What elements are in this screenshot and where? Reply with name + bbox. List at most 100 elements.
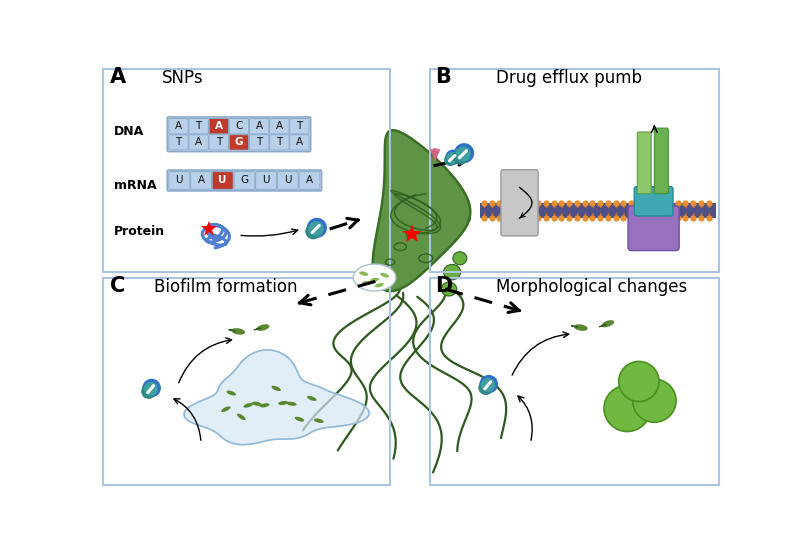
Bar — [103, 278, 390, 484]
Ellipse shape — [141, 384, 156, 399]
Ellipse shape — [445, 150, 461, 165]
Text: U: U — [262, 175, 269, 185]
Ellipse shape — [452, 149, 468, 164]
Ellipse shape — [286, 402, 297, 406]
Ellipse shape — [271, 386, 281, 391]
Ellipse shape — [441, 282, 457, 296]
Text: A: A — [110, 67, 126, 87]
FancyBboxPatch shape — [189, 118, 209, 134]
Text: T: T — [256, 138, 262, 147]
Text: T: T — [276, 138, 282, 147]
Ellipse shape — [478, 380, 493, 395]
FancyBboxPatch shape — [501, 170, 538, 236]
Text: U: U — [218, 175, 227, 185]
Text: Morphological changes: Morphological changes — [496, 278, 687, 296]
Ellipse shape — [260, 403, 269, 408]
FancyBboxPatch shape — [209, 118, 229, 134]
FancyBboxPatch shape — [169, 135, 188, 150]
Ellipse shape — [602, 320, 614, 327]
FancyBboxPatch shape — [290, 118, 309, 134]
FancyBboxPatch shape — [213, 172, 233, 190]
Polygon shape — [373, 130, 470, 291]
Text: B: B — [435, 67, 451, 87]
FancyBboxPatch shape — [277, 172, 298, 190]
Text: G: G — [241, 175, 249, 185]
Ellipse shape — [226, 391, 236, 396]
Ellipse shape — [359, 271, 368, 276]
Text: Drug efflux pumb: Drug efflux pumb — [496, 68, 642, 87]
FancyBboxPatch shape — [256, 172, 277, 190]
Ellipse shape — [231, 328, 245, 335]
FancyBboxPatch shape — [189, 135, 209, 150]
Bar — [480, 203, 716, 218]
Ellipse shape — [454, 143, 474, 163]
Ellipse shape — [480, 375, 498, 393]
Ellipse shape — [618, 362, 659, 402]
FancyBboxPatch shape — [229, 118, 249, 134]
FancyBboxPatch shape — [234, 172, 255, 190]
Text: T: T — [296, 121, 302, 131]
FancyBboxPatch shape — [269, 118, 289, 134]
Text: DNA: DNA — [114, 125, 144, 138]
Text: C: C — [235, 121, 243, 131]
Ellipse shape — [444, 265, 460, 280]
Ellipse shape — [375, 283, 384, 287]
Text: A: A — [215, 121, 223, 131]
FancyBboxPatch shape — [299, 172, 320, 190]
Text: U: U — [176, 175, 183, 185]
FancyBboxPatch shape — [249, 135, 269, 150]
Bar — [430, 69, 719, 272]
FancyBboxPatch shape — [290, 135, 309, 150]
FancyBboxPatch shape — [191, 172, 212, 190]
Ellipse shape — [363, 281, 371, 285]
Polygon shape — [184, 350, 369, 444]
Ellipse shape — [307, 396, 317, 401]
Text: Biofilm formation: Biofilm formation — [155, 278, 298, 296]
Text: A: A — [256, 121, 263, 131]
FancyBboxPatch shape — [269, 135, 289, 150]
Bar — [103, 69, 390, 272]
FancyBboxPatch shape — [168, 170, 322, 191]
Text: T: T — [176, 138, 181, 147]
Ellipse shape — [604, 385, 650, 431]
Ellipse shape — [453, 252, 467, 265]
FancyBboxPatch shape — [249, 118, 269, 134]
Text: T: T — [216, 138, 222, 147]
Ellipse shape — [380, 273, 389, 278]
Ellipse shape — [633, 379, 676, 423]
Text: A: A — [296, 138, 303, 147]
Ellipse shape — [574, 324, 588, 331]
Ellipse shape — [244, 403, 253, 408]
Text: T: T — [196, 121, 202, 131]
FancyBboxPatch shape — [168, 117, 310, 152]
FancyBboxPatch shape — [654, 128, 668, 193]
Ellipse shape — [307, 218, 327, 238]
Ellipse shape — [221, 407, 230, 412]
FancyBboxPatch shape — [638, 132, 651, 193]
Ellipse shape — [306, 224, 322, 239]
Text: A: A — [175, 121, 182, 131]
FancyBboxPatch shape — [209, 135, 229, 150]
Ellipse shape — [237, 414, 245, 420]
Text: A: A — [306, 175, 313, 185]
Text: D: D — [435, 276, 452, 296]
Ellipse shape — [447, 152, 458, 164]
Text: Protein: Protein — [114, 225, 165, 238]
Ellipse shape — [444, 154, 456, 166]
Text: A: A — [276, 121, 283, 131]
Bar — [430, 278, 719, 484]
FancyBboxPatch shape — [229, 135, 249, 150]
Ellipse shape — [481, 378, 495, 392]
Text: SNPs: SNPs — [162, 68, 204, 87]
Ellipse shape — [354, 264, 396, 291]
Text: G: G — [235, 138, 243, 147]
FancyBboxPatch shape — [169, 118, 188, 134]
Ellipse shape — [278, 401, 288, 405]
FancyBboxPatch shape — [169, 172, 190, 190]
Ellipse shape — [142, 379, 161, 397]
Ellipse shape — [456, 146, 471, 162]
Ellipse shape — [370, 278, 379, 282]
Ellipse shape — [309, 221, 324, 236]
FancyBboxPatch shape — [634, 187, 673, 216]
Text: U: U — [284, 175, 292, 185]
